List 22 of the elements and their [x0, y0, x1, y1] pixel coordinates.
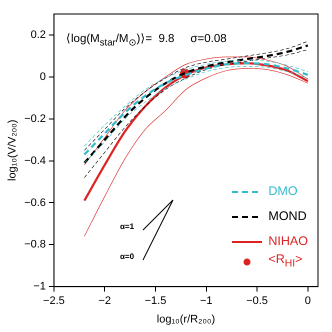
y-tick-label: −1: [33, 280, 46, 293]
x-tick-label: −0.5: [246, 295, 268, 308]
legend-label: <R$_{HI}$>: [268, 251, 302, 272]
annotation: α=1: [120, 222, 134, 231]
x-tick-label: 0: [304, 295, 311, 308]
x-tick-label: −2: [98, 295, 111, 308]
x-axis-title: log₁₀(r/R₂₀₀): [156, 313, 216, 326]
y-tick-label: −0.2: [24, 112, 46, 125]
x-tick-label: −1.5: [144, 295, 166, 308]
annotation: ⟨log(M$_{star}$/M$_{⊙}$)⟩= 9.8 σ=0.08: [66, 32, 227, 48]
y-tick-label: −0.8: [24, 238, 46, 251]
legend-label: DMO: [268, 183, 298, 200]
y-tick-label: 0.2: [30, 29, 46, 41]
y-tick-label: 0: [40, 70, 46, 83]
annotation: α=0: [120, 252, 134, 261]
y-axis-title: log₁₀(V/V₂₀₀): [6, 120, 19, 182]
y-tick-label: −0.6: [24, 196, 46, 209]
x-tick-label: −1: [200, 295, 213, 308]
legend-label: MOND: [268, 208, 307, 225]
x-tick-label: −2.5: [43, 295, 65, 308]
legend-label: NIHAO: [268, 233, 308, 250]
y-tick-label: −0.4: [24, 154, 46, 167]
